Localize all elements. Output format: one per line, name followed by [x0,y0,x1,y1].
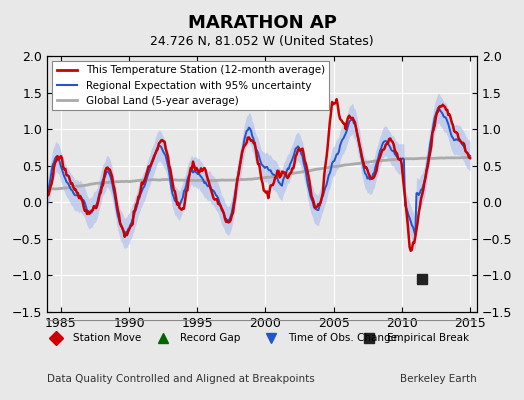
Text: Station Move: Station Move [73,333,141,343]
Text: Data Quality Controlled and Aligned at Breakpoints: Data Quality Controlled and Aligned at B… [47,374,315,384]
Text: Empirical Break: Empirical Break [387,333,469,343]
Text: MARATHON AP: MARATHON AP [188,14,336,32]
Text: Time of Obs. Change: Time of Obs. Change [288,333,397,343]
Legend: This Temperature Station (12-month average), Regional Expectation with 95% uncer: This Temperature Station (12-month avera… [52,61,329,110]
Text: Record Gap: Record Gap [180,333,241,343]
Text: Berkeley Earth: Berkeley Earth [400,374,477,384]
Text: 24.726 N, 81.052 W (United States): 24.726 N, 81.052 W (United States) [150,35,374,48]
